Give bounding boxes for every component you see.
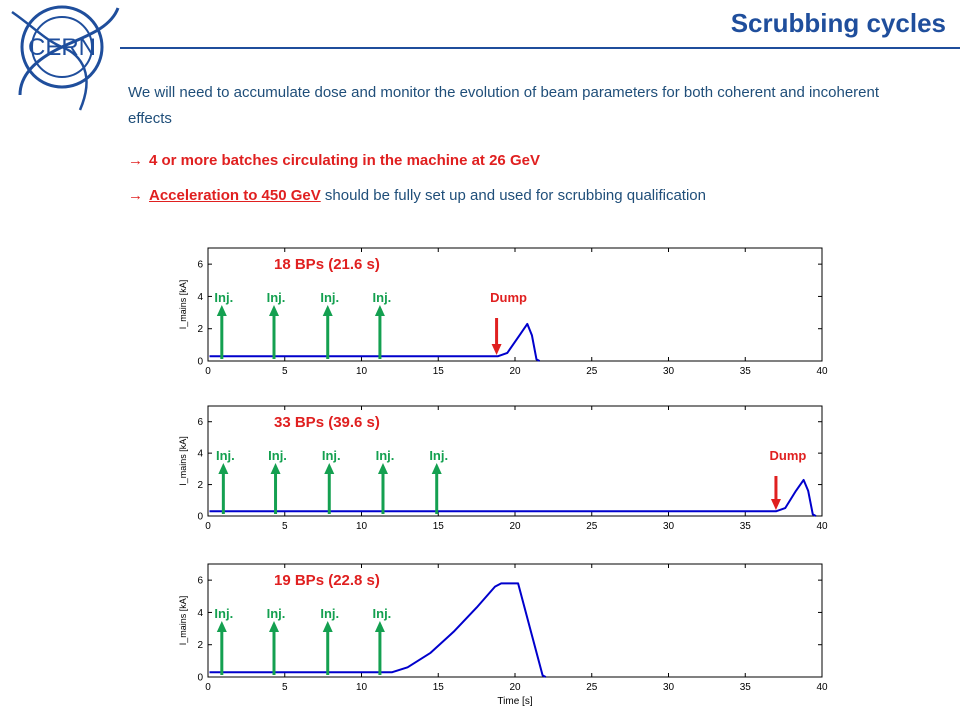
dump-label: Dump bbox=[770, 448, 807, 463]
injection-arrow-head bbox=[269, 621, 280, 632]
y-tick-label: 4 bbox=[197, 449, 203, 460]
y-tick-label: 4 bbox=[197, 292, 203, 303]
injection-label: Inj. bbox=[373, 290, 392, 305]
dump-label: Dump bbox=[490, 290, 527, 305]
x-tick-label: 5 bbox=[282, 521, 288, 532]
x-tick-label: 20 bbox=[509, 682, 521, 693]
injection-label: Inj. bbox=[322, 448, 341, 463]
chart-title: 33 BPs (39.6 s) bbox=[274, 414, 380, 431]
x-tick-label: 35 bbox=[740, 682, 752, 693]
injection-label: Inj. bbox=[267, 606, 286, 621]
injection-label: Inj. bbox=[216, 448, 235, 463]
x-tick-label: 10 bbox=[356, 521, 368, 532]
x-tick-label: 30 bbox=[663, 682, 675, 693]
bullet-acceleration-rest: should be fully set up and used for scru… bbox=[320, 187, 706, 204]
y-axis-label: I_mains [kA] bbox=[178, 436, 188, 486]
bullet-acceleration: → Acceleration to 450 GeV should be fully… bbox=[128, 183, 888, 209]
injection-arrow-head bbox=[270, 463, 281, 474]
x-tick-label: 5 bbox=[282, 682, 288, 693]
y-tick-label: 0 bbox=[197, 512, 203, 523]
dump-arrow-head bbox=[491, 344, 502, 355]
dump-arrow-head bbox=[770, 499, 781, 510]
y-tick-label: 2 bbox=[197, 640, 203, 651]
x-tick-label: 20 bbox=[509, 366, 521, 377]
injection-label: Inj. bbox=[376, 448, 395, 463]
injection-arrow-head bbox=[374, 621, 385, 632]
injection-arrow-head bbox=[216, 305, 227, 316]
x-tick-label: 35 bbox=[740, 366, 752, 377]
x-tick-label: 40 bbox=[816, 366, 828, 377]
x-tick-label: 40 bbox=[816, 682, 828, 693]
data-curve bbox=[209, 322, 541, 362]
y-tick-label: 4 bbox=[197, 608, 203, 619]
y-tick-label: 2 bbox=[197, 480, 203, 491]
y-tick-label: 6 bbox=[197, 576, 203, 587]
title-divider bbox=[120, 47, 960, 49]
bullet-batches-text: 4 or more batches circulating in the mac… bbox=[149, 152, 540, 169]
injection-arrow-head bbox=[377, 463, 388, 474]
x-tick-label: 15 bbox=[433, 682, 445, 693]
x-tick-label: 5 bbox=[282, 366, 288, 377]
y-tick-label: 2 bbox=[197, 324, 203, 335]
y-tick-label: 0 bbox=[197, 357, 203, 368]
bullet-batches: → 4 or more batches circulating in the ma… bbox=[128, 148, 888, 174]
chart-title: 19 BPs (22.8 s) bbox=[274, 572, 380, 589]
slide-title: Scrubbing cycles bbox=[730, 8, 946, 38]
injection-arrow-head bbox=[431, 463, 442, 474]
injection-label: Inj. bbox=[320, 290, 339, 305]
x-tick-label: 20 bbox=[509, 521, 521, 532]
injection-label: Inj. bbox=[268, 448, 287, 463]
injection-arrow-head bbox=[218, 463, 229, 474]
y-axis-label: I_mains [kA] bbox=[178, 596, 188, 646]
y-axis-label: I_mains [kA] bbox=[178, 280, 188, 330]
injection-arrow-head bbox=[216, 621, 227, 632]
arrow-icon: → bbox=[128, 152, 143, 169]
x-tick-label: 0 bbox=[205, 366, 211, 377]
injection-label: Inj. bbox=[214, 290, 233, 305]
acceleration-link[interactable]: Acceleration to 450 GeV bbox=[149, 187, 321, 204]
injection-arrow-head bbox=[324, 463, 335, 474]
x-tick-label: 0 bbox=[205, 521, 211, 532]
injection-label: Inj. bbox=[267, 290, 286, 305]
injection-label: Inj. bbox=[373, 606, 392, 621]
data-curve bbox=[209, 582, 547, 678]
x-tick-label: 15 bbox=[433, 366, 445, 377]
x-tick-label: 25 bbox=[586, 366, 598, 377]
x-tick-label: 25 bbox=[586, 521, 598, 532]
y-tick-label: 0 bbox=[197, 673, 203, 684]
injection-arrow-head bbox=[322, 305, 333, 316]
data-curve bbox=[209, 478, 817, 517]
injection-arrow-head bbox=[269, 305, 280, 316]
x-tick-label: 40 bbox=[816, 521, 828, 532]
injection-label: Inj. bbox=[320, 606, 339, 621]
injection-label: Inj. bbox=[429, 448, 448, 463]
arrow-icon: → bbox=[128, 187, 143, 204]
y-tick-label: 6 bbox=[197, 260, 203, 271]
x-tick-label: 35 bbox=[740, 521, 752, 532]
y-tick-label: 6 bbox=[197, 417, 203, 428]
x-tick-label: 10 bbox=[356, 366, 368, 377]
chart-title: 18 BPs (21.6 s) bbox=[274, 256, 380, 273]
injection-arrow-head bbox=[322, 621, 333, 632]
x-tick-label: 30 bbox=[663, 366, 675, 377]
cern-logo-icon: CERN bbox=[11, 5, 120, 111]
injection-label: Inj. bbox=[214, 606, 233, 621]
x-tick-label: 30 bbox=[663, 521, 675, 532]
logo-text: CERN bbox=[28, 34, 96, 61]
x-tick-label: 0 bbox=[205, 682, 211, 693]
x-axis-label: Time [s] bbox=[497, 696, 532, 707]
bullet-dose-monitoring: We will need to accumulate dose and moni… bbox=[128, 84, 880, 127]
x-tick-label: 10 bbox=[356, 682, 368, 693]
injection-arrow-head bbox=[374, 305, 385, 316]
x-tick-label: 15 bbox=[433, 521, 445, 532]
x-tick-label: 25 bbox=[586, 682, 598, 693]
